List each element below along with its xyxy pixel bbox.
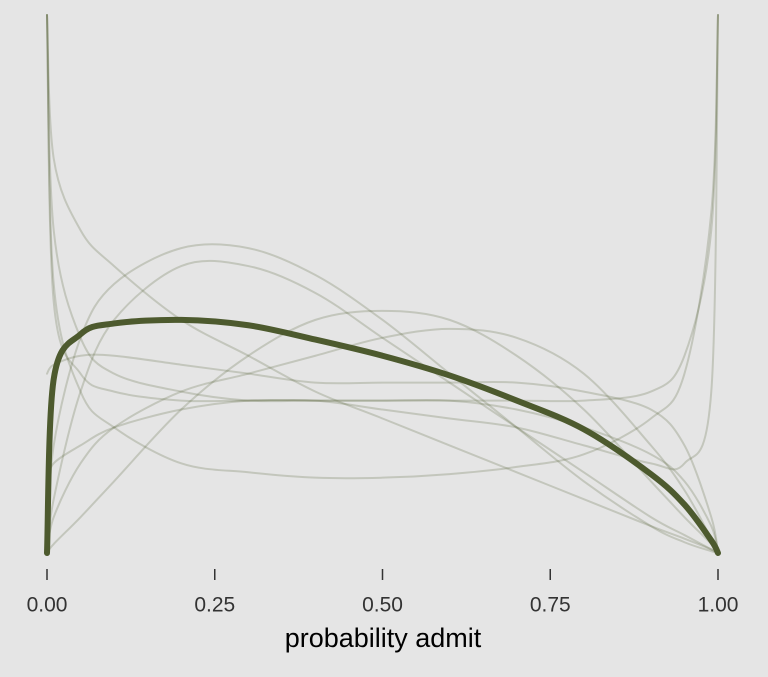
density-line — [46, 259, 719, 554]
density-line — [44, 316, 721, 556]
density-line — [46, 14, 719, 483]
density-line — [46, 353, 719, 554]
x-tick-label: 0.50 — [362, 594, 403, 617]
x-tick-label: 0.25 — [194, 594, 235, 617]
x-tick-label: 0.75 — [530, 594, 571, 617]
x-tick-label: 1.00 — [698, 594, 739, 617]
density-line — [46, 327, 719, 554]
density-line — [46, 14, 719, 480]
x-axis-label: probability admit — [285, 623, 482, 653]
density-line — [46, 14, 719, 554]
density-line — [46, 309, 719, 554]
density-line — [46, 14, 719, 471]
x-tick-label: 0.00 — [27, 594, 68, 617]
density-line — [46, 14, 719, 554]
